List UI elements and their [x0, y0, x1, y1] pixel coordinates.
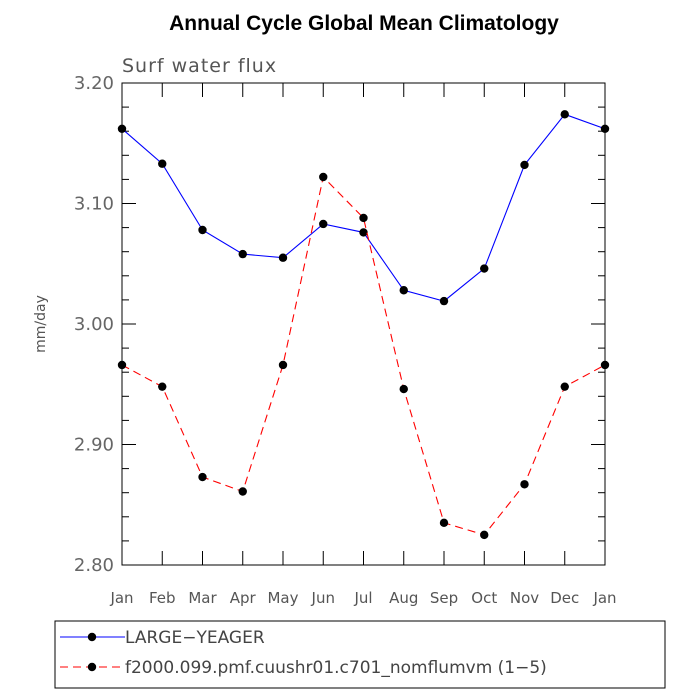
y-tick-label: 3.20	[74, 73, 114, 94]
series-1-point	[520, 160, 529, 170]
x-tick-label: May	[267, 589, 298, 607]
x-tick-label: Sep	[430, 589, 458, 607]
series-1-point	[117, 124, 127, 133]
x-tick-label: Jul	[353, 589, 372, 607]
series-2-point	[520, 480, 529, 489]
series-2-point	[319, 172, 328, 182]
legend: LARGE−YEAGER f2000.099.pmf.cuushr01.c701_…	[54, 620, 666, 689]
series-2-point	[238, 487, 247, 496]
y-axis-label: mm/day	[33, 295, 49, 353]
chart-subtitle: Surf water flux	[122, 55, 277, 77]
x-tick-label: Jan	[109, 589, 133, 607]
legend-marker-2	[87, 662, 97, 672]
series-1-point	[278, 253, 288, 262]
series-2-point	[278, 360, 288, 370]
x-tick-label: Dec	[550, 589, 579, 607]
series-2-point	[480, 530, 489, 540]
legend-marker-1	[87, 632, 97, 642]
x-tick-label: Feb	[149, 589, 176, 607]
series-1-point	[158, 159, 167, 168]
series-1-point	[319, 219, 328, 229]
series-1-point	[439, 296, 449, 306]
series-line-1	[121, 113, 606, 302]
series-2-point	[359, 213, 368, 223]
legend-box	[54, 620, 666, 689]
series-1-point	[480, 264, 489, 273]
plot-area: 2.80 2.90 3.00 3.10 3.20 Jan Feb Mar Apr May Jun Ju…	[74, 73, 617, 607]
x-tick-label: Jan	[592, 589, 616, 607]
legend-label-1: LARGE−YEAGER	[125, 628, 265, 648]
y-tick-label: 2.80	[74, 555, 114, 576]
x-tick-label: Aug	[389, 589, 418, 607]
series-2-point	[158, 382, 167, 391]
series-1-point	[198, 225, 207, 235]
legend-label-2: f2000.099.pmf.cuushr01.c701_nomflumvm (1…	[125, 658, 547, 678]
series-2-point	[439, 518, 449, 528]
y-tick-label: 3.10	[74, 194, 114, 215]
x-tick-label: Nov	[510, 589, 539, 607]
series-1-point	[238, 249, 247, 259]
series-2-point	[600, 360, 610, 370]
y-tick-label: 2.90	[74, 435, 114, 456]
y-tick-label: 3.00	[74, 314, 114, 335]
x-tick-label: Apr	[230, 589, 257, 607]
series-1-point	[600, 124, 610, 133]
x-tick-label: Mar	[188, 589, 217, 607]
series-1-point	[399, 286, 408, 295]
x-tick-label: Jun	[311, 589, 335, 607]
x-tick-label: Oct	[471, 589, 497, 607]
series-2-point	[560, 382, 569, 391]
series-2-point	[117, 360, 127, 370]
series-2-point	[198, 472, 207, 482]
chart-title: Annual Cycle Global Mean Climatology	[169, 12, 559, 35]
series-2-point	[399, 384, 408, 394]
series-1-point	[359, 228, 368, 237]
series-1-point	[560, 110, 569, 119]
